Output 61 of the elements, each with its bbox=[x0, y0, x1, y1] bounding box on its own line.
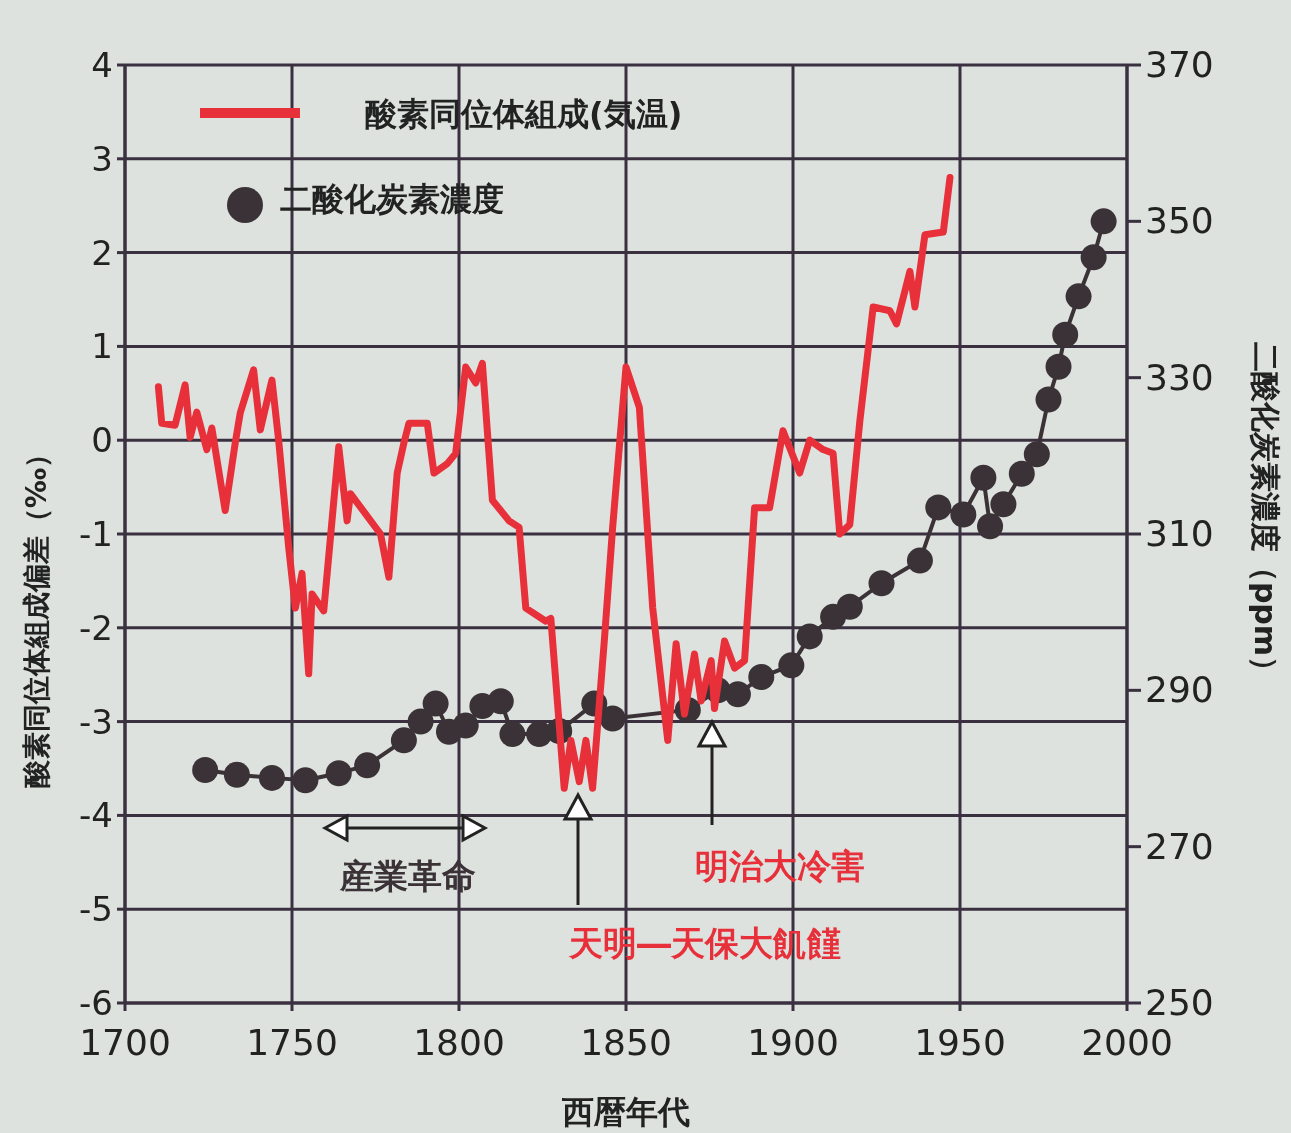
point bbox=[1008, 460, 1035, 487]
y2-axis-title: 二酸化炭素濃度（ppm） bbox=[1248, 341, 1283, 687]
x-tick-label: 1800 bbox=[413, 1022, 505, 1063]
y-tick-label: 1 bbox=[91, 326, 113, 367]
x-tick-label: 2000 bbox=[1081, 1022, 1173, 1063]
point bbox=[487, 688, 514, 715]
point bbox=[499, 721, 526, 748]
point bbox=[1023, 441, 1050, 468]
point bbox=[724, 681, 751, 708]
point bbox=[950, 501, 977, 528]
point bbox=[1090, 208, 1117, 235]
y2-tick-label: 370 bbox=[1145, 44, 1214, 85]
y-tick-label: 2 bbox=[91, 232, 113, 273]
point bbox=[192, 757, 219, 784]
point bbox=[977, 513, 1004, 540]
y2-tick-label: 330 bbox=[1145, 356, 1214, 398]
point bbox=[796, 623, 823, 650]
y2-tick-label: 310 bbox=[1145, 513, 1214, 554]
y-tick-label: 0 bbox=[91, 420, 113, 461]
point bbox=[1065, 283, 1092, 310]
x-tick-label: 1750 bbox=[246, 1022, 338, 1063]
x-tick-label: 1950 bbox=[914, 1022, 1006, 1063]
y-tick-label: -3 bbox=[79, 701, 113, 742]
point bbox=[599, 705, 626, 732]
y2-tick-label: 250 bbox=[1145, 982, 1214, 1023]
y-tick-label: -6 bbox=[79, 983, 113, 1023]
point bbox=[970, 464, 997, 491]
y-tick-label: -2 bbox=[79, 607, 113, 648]
x-tick-label: 1900 bbox=[747, 1022, 839, 1063]
point bbox=[868, 570, 895, 597]
x-axis-title: 西暦年代 bbox=[561, 1093, 690, 1131]
point bbox=[748, 664, 775, 691]
x-tick-label: 1850 bbox=[580, 1022, 672, 1063]
point bbox=[778, 652, 805, 679]
point bbox=[452, 712, 479, 739]
point bbox=[990, 491, 1017, 518]
point bbox=[258, 764, 285, 791]
x-tick-label: 1700 bbox=[79, 1022, 171, 1063]
point bbox=[292, 767, 319, 794]
point bbox=[223, 761, 250, 788]
point bbox=[836, 593, 863, 620]
point bbox=[1045, 353, 1072, 380]
point bbox=[354, 752, 381, 779]
y2-tick-label: 290 bbox=[1145, 669, 1214, 711]
point bbox=[1035, 386, 1062, 413]
y-tick-label: 3 bbox=[91, 138, 113, 179]
y-axis-title: 酸素同位体組成偏差（‰） bbox=[20, 439, 53, 789]
y-tick-label: -1 bbox=[79, 514, 113, 554]
point bbox=[390, 727, 417, 754]
y-tick-label: -5 bbox=[79, 889, 113, 930]
y-tick-label: 4 bbox=[91, 45, 113, 85]
point bbox=[325, 760, 352, 787]
y-tick-label: -4 bbox=[79, 795, 113, 836]
y2-tick-label: 270 bbox=[1145, 825, 1214, 867]
point bbox=[407, 708, 434, 735]
point bbox=[422, 690, 449, 717]
point bbox=[1080, 244, 1107, 271]
point bbox=[1052, 321, 1079, 348]
y2-tick-label: 350 bbox=[1145, 200, 1214, 242]
point bbox=[925, 494, 952, 521]
point bbox=[906, 547, 933, 574]
